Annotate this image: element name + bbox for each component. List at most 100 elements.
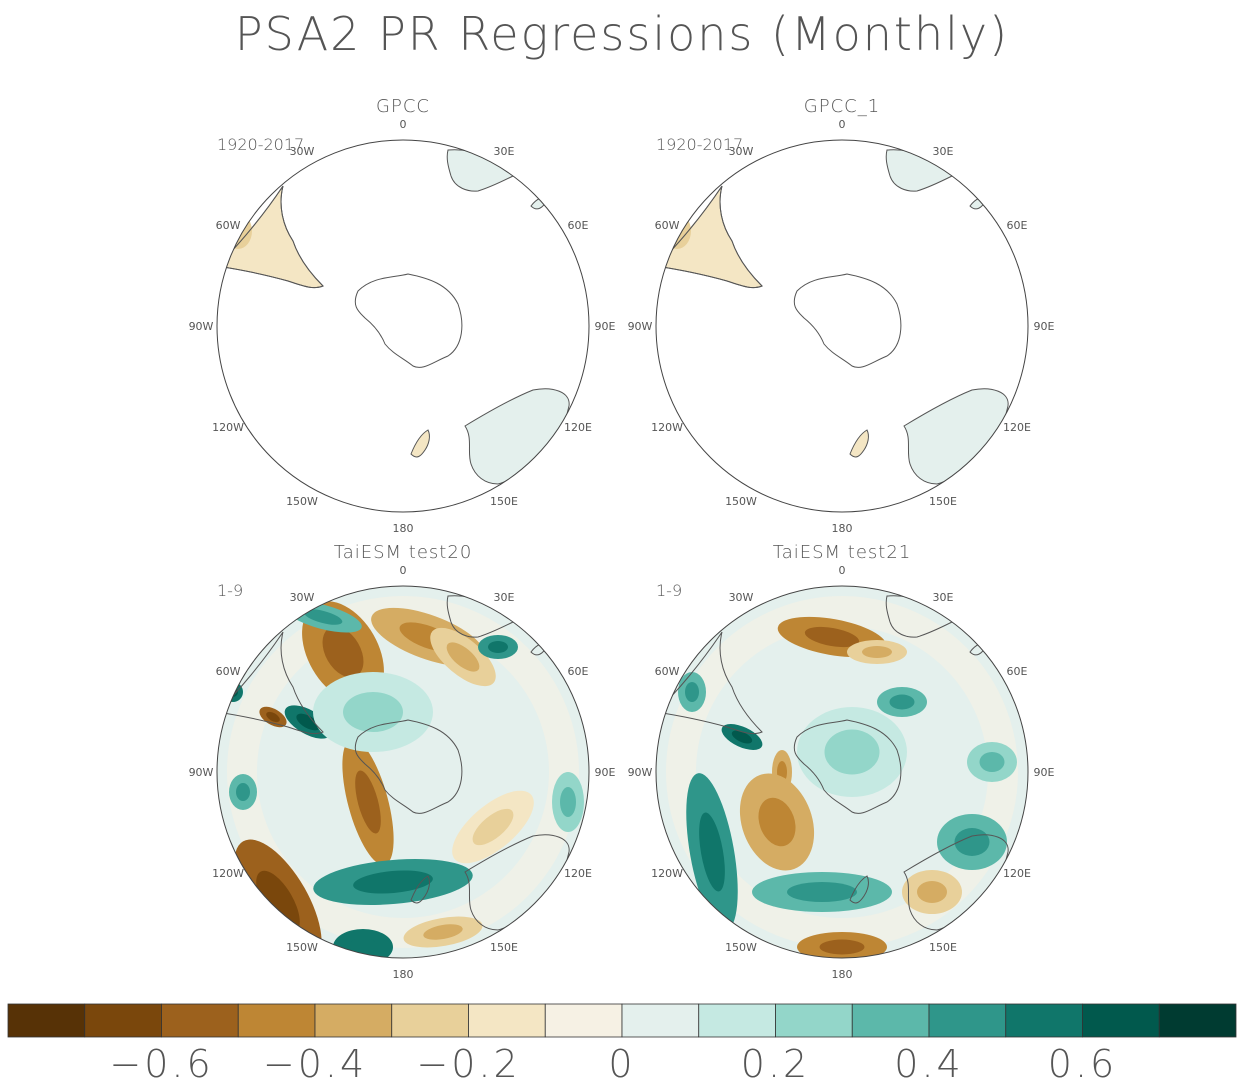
coastline-newZealand (410, 875, 430, 904)
panel-period: 1-9 (217, 581, 243, 600)
lon-tick-label: 150E (929, 941, 957, 954)
colorbar-swatch (7, 1003, 86, 1038)
map-panel: GPCC 1920-2017 0 30E 60E 90E 120E 150E 180 150W 12… (189, 96, 616, 535)
lon-tick-label: 90W (189, 320, 214, 333)
anomaly-core (343, 692, 403, 732)
lon-tick-label: 150W (286, 941, 318, 954)
lon-tick-label: 180 (393, 522, 414, 535)
lon-tick-label: 90W (628, 320, 653, 333)
colorbar-swatch (391, 1003, 469, 1038)
anomaly-core (353, 870, 433, 894)
colorbar-tick-label: 0.2 (741, 1042, 810, 1084)
lon-tick-label: 120W (212, 867, 244, 880)
anomaly-core (256, 870, 300, 934)
colorbar-swatch (621, 1003, 700, 1038)
map-panel: TaiESM test20 1-9 0 30E 60E 90E 120E 150E 180 150… (189, 542, 616, 981)
lon-tick-label: 30W (729, 591, 754, 604)
lon-tick-label: 30E (933, 145, 954, 158)
lon-tick-label: 0 (400, 564, 407, 577)
lon-tick-label: 60E (1006, 665, 1027, 678)
anomaly-core (731, 730, 753, 744)
lon-tick-label: 120W (651, 421, 683, 434)
lon-tick-label: 30W (290, 591, 315, 604)
coastline-antarctica (793, 273, 902, 368)
colorbar-tick-label: −0.4 (263, 1042, 367, 1084)
lon-tick-label: 150W (286, 495, 318, 508)
colorbar-swatch (928, 1003, 1007, 1038)
lon-tick-label: 150E (929, 495, 957, 508)
anomaly-core (699, 812, 725, 892)
lon-tick-label: 0 (839, 564, 846, 577)
colorbar-swatch (775, 1003, 853, 1038)
lon-tick-label: 90E (1034, 320, 1055, 333)
map-panel: TaiESM test21 1-9 0 30E 60E 90E 120E 150E 180 150… (628, 542, 1055, 981)
lon-tick-label: 120E (564, 421, 592, 434)
anomaly-core (889, 694, 915, 710)
colorbar-tick-label: 0 (608, 1042, 635, 1084)
anomaly-core (917, 881, 947, 903)
lon-tick-label: 90E (1034, 766, 1055, 779)
lon-tick-label: 120E (1003, 867, 1031, 880)
lon-tick-label: 120W (651, 867, 683, 880)
lon-tick-label: 60W (216, 665, 241, 678)
colorbar-swatch (544, 1003, 623, 1038)
coastline-newZealand (849, 429, 869, 458)
anomaly-core (423, 924, 463, 940)
lon-tick-label: 180 (832, 522, 853, 535)
anomaly-core (758, 797, 796, 847)
coastline-antarctica (793, 719, 902, 814)
anomaly-core (787, 882, 857, 902)
colorbar-swatch (1005, 1003, 1083, 1038)
panel-title: GPCC (376, 96, 430, 117)
map-boundary (216, 585, 590, 959)
coastline-southAmerica (217, 631, 324, 735)
lon-tick-label: 150E (490, 941, 518, 954)
colorbar-swatch (698, 1003, 776, 1038)
lon-tick-label: 150E (490, 495, 518, 508)
panel-title: TaiESM test20 (334, 542, 473, 563)
lon-tick-label: 0 (839, 118, 846, 131)
anomaly-core (472, 808, 514, 846)
lon-tick-label: 30E (494, 591, 515, 604)
anomaly-core (674, 912, 700, 932)
lon-tick-label: 120E (1003, 421, 1031, 434)
anomaly-core (446, 642, 480, 672)
lon-tick-label: 30W (729, 145, 754, 158)
ocean-field (217, 586, 589, 958)
anomaly-region (223, 682, 243, 702)
lon-tick-label: 90E (595, 766, 616, 779)
lon-tick-label: 150W (725, 495, 757, 508)
coastline-newZealand (410, 429, 430, 458)
colorbar-swatch (84, 1003, 162, 1038)
anomaly-region (662, 902, 712, 942)
colorbar-swatch (468, 1003, 546, 1038)
colorbar: −0.6 −0.4 −0.2 0 0.2 0.4 0.6 (7, 1003, 1237, 1084)
lon-tick-label: 60W (655, 665, 680, 678)
lon-tick-label: 60W (655, 219, 680, 232)
anomaly-core (488, 641, 508, 653)
coastline-antarctica (354, 719, 463, 814)
lon-tick-label: 120W (212, 421, 244, 434)
coastline-newZealand (849, 875, 869, 904)
lon-tick-label: 30E (933, 591, 954, 604)
lon-tick-label: 30E (494, 145, 515, 158)
anomaly-core (804, 626, 860, 648)
anomaly-core (954, 828, 990, 856)
lon-tick-label: 180 (832, 968, 853, 981)
coastline-southAmerica (656, 631, 763, 735)
anomaly-core (322, 626, 364, 678)
lon-tick-label: 60E (1006, 219, 1027, 232)
colorbar-swatch (1082, 1003, 1160, 1038)
colorbar-swatch (1158, 1003, 1237, 1038)
lon-tick-label: 180 (393, 968, 414, 981)
panel-title: TaiESM test21 (773, 542, 912, 563)
anomaly-core (824, 729, 880, 775)
lon-tick-label: 30W (290, 145, 315, 158)
anomaly-core (266, 711, 280, 723)
colorbar-tick-label: 0.6 (1048, 1042, 1117, 1084)
colorbar-swatch (851, 1003, 930, 1038)
panel-title: GPCC_1 (804, 96, 880, 117)
anomaly-core (296, 713, 320, 731)
colorbar-tick-label: 0.4 (894, 1042, 963, 1084)
